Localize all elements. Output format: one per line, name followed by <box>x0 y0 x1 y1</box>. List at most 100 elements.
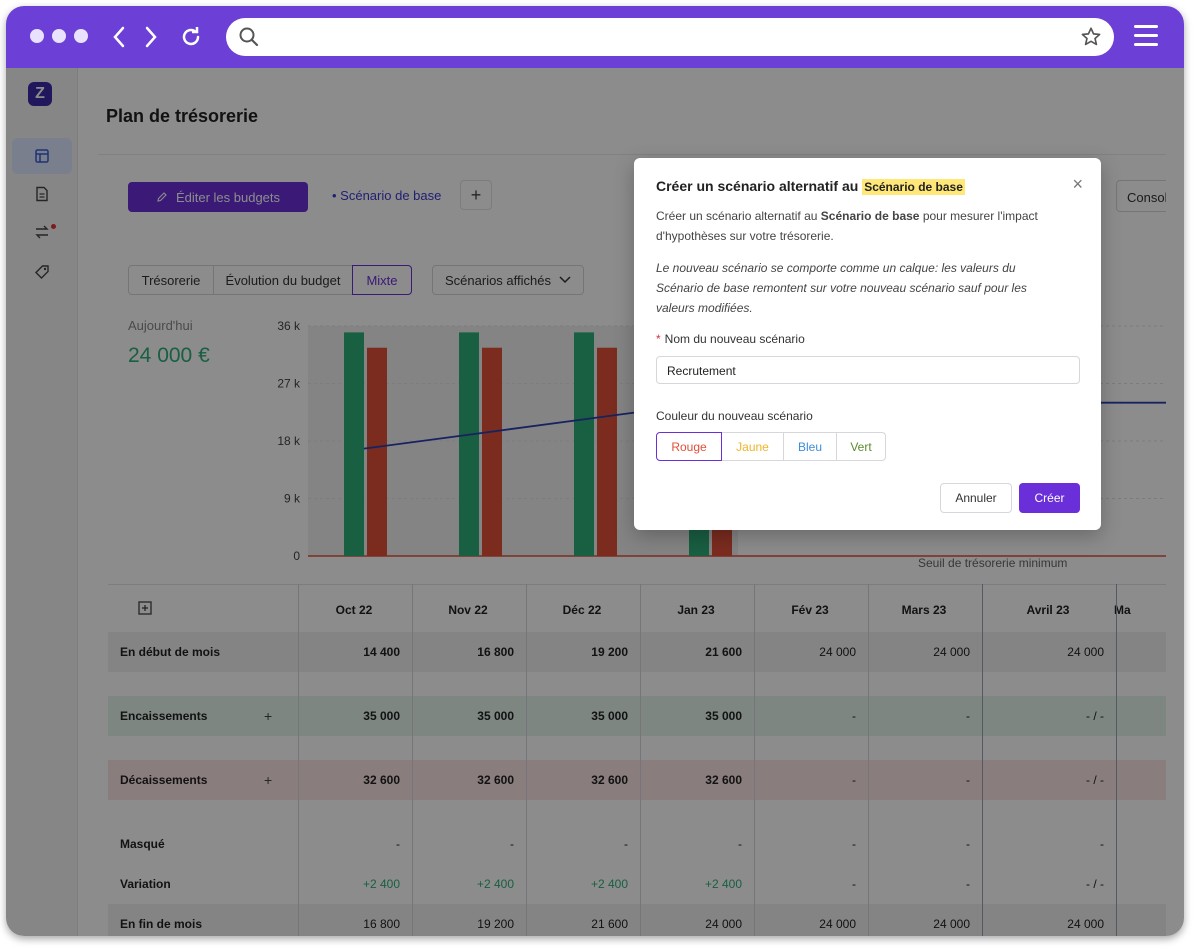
view-tab-mixte[interactable]: Mixte <box>352 265 412 295</box>
table-cell[interactable]: 35 000 <box>363 709 400 723</box>
table-cell[interactable]: 24 000 <box>933 917 970 931</box>
color-option-jaune[interactable]: Jaune <box>721 432 784 461</box>
table-cell[interactable]: 21 600 <box>705 645 742 659</box>
table-cell[interactable]: - <box>966 709 970 723</box>
color-option-rouge[interactable]: Rouge <box>656 432 722 461</box>
edit-budgets-button[interactable]: Éditer les budgets <box>128 182 308 212</box>
table-cell[interactable]: 32 600 <box>705 773 742 787</box>
table-cell[interactable]: 32 600 <box>591 773 628 787</box>
table-cell[interactable]: - / - <box>1086 877 1104 891</box>
table-cell[interactable]: 24 000 <box>933 645 970 659</box>
col-jan-23: Jan 23 <box>677 603 715 617</box>
table-cell[interactable]: +2 400 <box>704 877 742 891</box>
table-cell[interactable]: 16 800 <box>477 645 514 659</box>
table-cell[interactable]: - <box>1100 837 1104 851</box>
table-cell[interactable]: 24 000 <box>1067 645 1104 659</box>
bar-decaissements[interactable] <box>597 347 617 556</box>
table-cell[interactable]: 35 000 <box>705 709 742 723</box>
row-label: En début de mois <box>120 645 221 659</box>
edit-budgets-label: Éditer les budgets <box>175 189 281 205</box>
color-picker: Rouge Jaune Bleu Vert <box>656 432 886 461</box>
view-tab-tresorerie[interactable]: Trésorerie <box>128 265 214 295</box>
table-cell[interactable]: +2 400 <box>476 877 514 891</box>
expand-row-button[interactable]: + <box>264 772 273 788</box>
bar-encaissements[interactable] <box>344 332 364 556</box>
table-cell[interactable]: 24 000 <box>819 645 856 659</box>
bar-decaissements[interactable] <box>367 347 387 556</box>
table-cell[interactable]: - <box>966 877 970 891</box>
modal-title: Créer un scénario alternatif au Scénario… <box>656 178 965 195</box>
table-cell[interactable]: 19 200 <box>477 917 514 931</box>
window-dot-minimize[interactable] <box>52 29 66 43</box>
column-divider <box>412 584 413 936</box>
address-bar[interactable] <box>226 18 1114 56</box>
app-logo[interactable]: Z <box>28 82 52 106</box>
cancel-button[interactable]: Annuler <box>940 483 1012 513</box>
table-cell[interactable]: 35 000 <box>477 709 514 723</box>
bar-encaissements[interactable] <box>574 332 594 556</box>
modal-description: Créer un scénario alternatif au Scénario… <box>656 206 1076 246</box>
bar-decaissements[interactable] <box>482 347 502 556</box>
color-option-vert[interactable]: Vert <box>836 432 886 461</box>
window-dot-close[interactable] <box>30 29 44 43</box>
expand-all-icon[interactable] <box>138 601 152 620</box>
dashboard-icon[interactable] <box>12 138 72 174</box>
bar-encaissements[interactable] <box>459 332 479 556</box>
scenario-name-input[interactable]: Recrutement <box>656 356 1080 384</box>
modal-note: Le nouveau scénario se comporte comme un… <box>656 261 1027 315</box>
table-cell[interactable]: 32 600 <box>477 773 514 787</box>
window-dot-maximize[interactable] <box>74 29 88 43</box>
reload-icon[interactable] <box>176 20 206 54</box>
table-cell[interactable]: - <box>966 837 970 851</box>
table-cell[interactable]: - <box>738 837 742 851</box>
column-divider <box>298 584 299 936</box>
table-cell[interactable]: - <box>852 877 856 891</box>
table-cell[interactable]: - <box>510 837 514 851</box>
table-row: Décaissements +32 600 32 600 32 600 32 600 - -… <box>108 760 1166 800</box>
table-cell[interactable]: 24 000 <box>819 917 856 931</box>
table-cell[interactable]: - / - <box>1086 773 1104 787</box>
table-cell[interactable]: +2 400 <box>362 877 400 891</box>
expand-row-button[interactable]: + <box>264 708 273 724</box>
table-header: Oct 22 Nov 22 Déc 22 Jan 23 Fév 23 Mars … <box>108 584 1166 632</box>
hamburger-menu-icon[interactable] <box>1134 25 1158 52</box>
table-cell[interactable]: 14 400 <box>363 645 400 659</box>
col-apr-23: Avril 23 <box>1026 603 1070 617</box>
table-row: En fin de mois 16 800 19 200 21 600 24 000 24… <box>108 904 1166 936</box>
table-cell[interactable]: - <box>624 837 628 851</box>
table-row: Masqué - - - - - - - <box>108 824 1166 864</box>
scenarios-dropdown[interactable]: Scénarios affichés <box>432 265 584 295</box>
create-button[interactable]: Créer <box>1019 483 1080 513</box>
table-cell[interactable]: 16 800 <box>363 917 400 931</box>
back-icon[interactable] <box>104 20 134 54</box>
color-option-bleu[interactable]: Bleu <box>783 432 837 461</box>
table-cell[interactable]: - <box>852 773 856 787</box>
table-cell[interactable]: 24 000 <box>705 917 742 931</box>
view-tab-evolution[interactable]: Évolution du budget <box>213 265 353 295</box>
row-label: Masqué <box>120 837 165 851</box>
forward-icon[interactable] <box>136 20 166 54</box>
table-cell[interactable]: - <box>852 837 856 851</box>
table-cell[interactable]: 35 000 <box>591 709 628 723</box>
consolidate-button[interactable]: Consoli <box>1116 180 1166 212</box>
table-cell[interactable]: - <box>396 837 400 851</box>
table-cell[interactable]: 19 200 <box>591 645 628 659</box>
add-scenario-button[interactable]: + <box>460 180 492 210</box>
table-cell[interactable]: - <box>966 773 970 787</box>
bookmark-star-icon[interactable] <box>1080 26 1102 53</box>
table-cell[interactable]: +2 400 <box>590 877 628 891</box>
table-cell[interactable]: 24 000 <box>1067 917 1104 931</box>
document-icon[interactable] <box>12 176 72 212</box>
close-icon[interactable]: × <box>1072 174 1083 194</box>
tab-base-scenario[interactable]: • Scénario de base <box>332 188 442 203</box>
table-cell[interactable]: 32 600 <box>363 773 400 787</box>
table-cell[interactable]: - / - <box>1086 709 1104 723</box>
col-oct-22: Oct 22 <box>335 603 373 617</box>
modal-title-text: Créer un scénario alternatif au <box>656 178 859 194</box>
tag-icon[interactable] <box>12 254 72 290</box>
transfer-icon[interactable] <box>12 214 72 250</box>
table-cell[interactable]: - <box>852 709 856 723</box>
row-label: Décaissements <box>120 773 208 787</box>
table-cell[interactable]: 21 600 <box>591 917 628 931</box>
row-label: Variation <box>120 877 171 891</box>
